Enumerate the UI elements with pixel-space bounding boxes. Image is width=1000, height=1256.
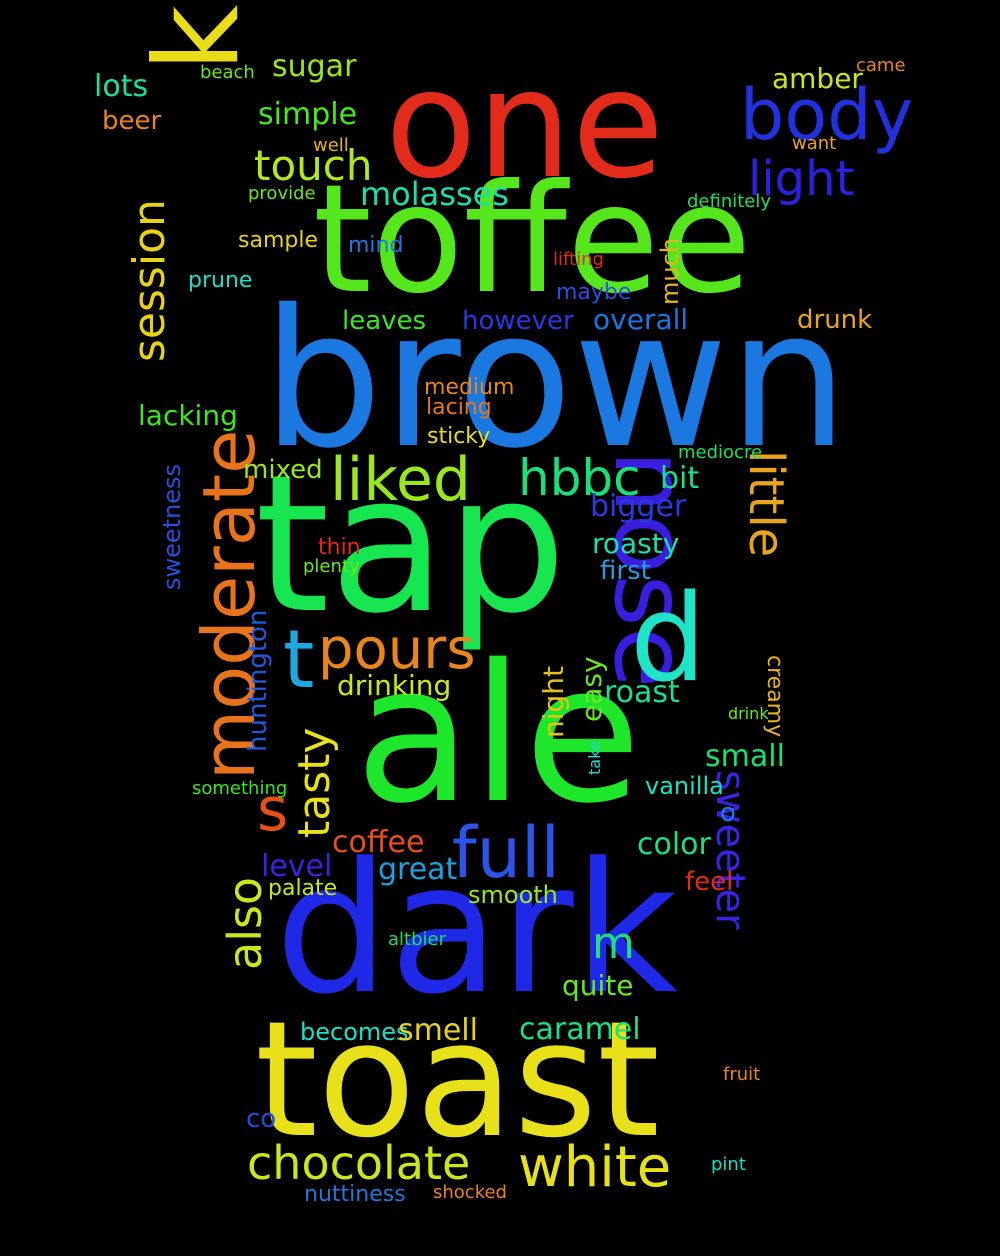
word-leaves: leaves: [342, 306, 427, 336]
word-caramel: caramel: [519, 1012, 641, 1047]
word-dark: dark: [275, 825, 678, 1034]
word-definitely: definitely: [687, 191, 772, 212]
word-liked: liked: [330, 445, 471, 515]
word-sugar: sugar: [272, 49, 357, 84]
word-sweetness: sweetness: [158, 463, 186, 590]
word-one: one: [385, 38, 665, 212]
word-palate: palate: [268, 876, 338, 901]
word-chocolate: chocolate: [247, 1136, 471, 1190]
word-lacing: lacing: [426, 395, 492, 420]
word-thin: thin: [318, 535, 361, 560]
word-huntington: huntington: [243, 609, 273, 752]
word-o: o: [720, 798, 736, 828]
word-body: body: [740, 74, 914, 156]
word-ale: ale: [355, 624, 642, 845]
word-drunk: drunk: [797, 305, 873, 335]
word-first: first: [600, 556, 651, 586]
word-coffee: coffee: [332, 825, 425, 860]
word-also: also: [218, 876, 272, 970]
word-lacking: lacking: [138, 399, 238, 432]
word-touch: touch: [254, 141, 373, 190]
word-mediocre: mediocre: [678, 442, 763, 463]
word-becomes: becomes: [300, 1018, 409, 1046]
word-easy: easy: [575, 656, 608, 722]
word-bit: bit: [660, 461, 700, 496]
word-pours: pours: [318, 617, 476, 682]
word-vanilla: vanilla: [645, 772, 724, 800]
word-level: level: [261, 849, 333, 884]
word-maybe: maybe: [556, 280, 632, 305]
word-hbbc: hbbc: [518, 449, 641, 507]
word-d: d: [630, 570, 707, 709]
word-tasty: tasty: [289, 727, 340, 838]
word-co: co: [246, 1104, 277, 1134]
word-however: however: [462, 306, 574, 336]
word-altbier: altbier: [388, 929, 446, 950]
word-mind: mind: [348, 233, 404, 258]
word-amber: amber: [772, 62, 863, 95]
word-smooth: smooth: [468, 881, 558, 909]
word-prune: prune: [188, 268, 253, 293]
word-overall: overall: [593, 303, 689, 336]
word-came: came: [856, 55, 906, 76]
word-light: light: [748, 151, 855, 207]
word-beach: beach: [200, 62, 255, 83]
word-full: full: [452, 812, 560, 894]
word-provide: provide: [248, 183, 316, 204]
word-lots: lots: [94, 69, 149, 104]
word-great: great: [378, 852, 458, 887]
word-drinking: drinking: [337, 669, 452, 702]
word-white: white: [518, 1135, 672, 1200]
word-brown: brown: [262, 269, 849, 490]
word-roasty: roasty: [592, 527, 680, 560]
word-tap: tap: [255, 434, 567, 655]
word-well: well: [313, 135, 349, 156]
word-night: night: [537, 665, 570, 738]
word-lifting: lifting: [553, 249, 604, 270]
word-sample: sample: [238, 228, 318, 253]
word-small: small: [705, 739, 785, 774]
word-m: m: [592, 918, 635, 969]
word-color: color: [637, 827, 711, 862]
word-t: t: [283, 613, 315, 706]
word-mixed: mixed: [243, 455, 323, 485]
word-sticky: sticky: [427, 424, 491, 449]
word-toffee: toffee: [313, 153, 752, 327]
word-beer: beer: [102, 106, 162, 136]
word-toast: toast: [255, 986, 660, 1173]
word-plenty: plenty: [303, 556, 360, 577]
word-much: much: [656, 238, 684, 305]
word-roast: roast: [604, 675, 680, 710]
word-molasses: molasses: [360, 175, 509, 213]
word-feel: feel: [685, 867, 734, 897]
word-nuttiness: nuttiness: [304, 1182, 406, 1207]
word-fruit: fruit: [723, 1064, 761, 1085]
word-take: take: [585, 740, 604, 775]
word-want: want: [792, 133, 837, 154]
word-medium: medium: [424, 375, 515, 400]
word-drink: drink: [728, 704, 769, 723]
word-creamy: creamy: [762, 655, 787, 738]
word-something: something: [192, 778, 288, 799]
word-s: s: [257, 775, 289, 845]
word-shocked: shocked: [433, 1182, 507, 1203]
word-simple: simple: [258, 97, 358, 132]
word-session: session: [124, 199, 175, 362]
word-bigger: bigger: [590, 489, 687, 524]
word-little: little: [738, 450, 794, 558]
word-quite: quite: [562, 969, 634, 1002]
word-pint: pint: [711, 1154, 746, 1175]
word-smell: smell: [398, 1013, 478, 1048]
